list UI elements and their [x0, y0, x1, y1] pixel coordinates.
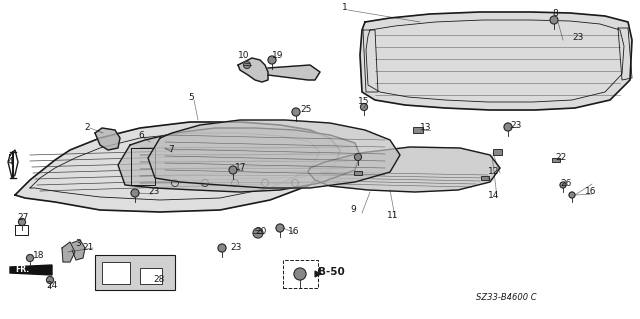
Text: 26: 26 [560, 179, 572, 188]
Polygon shape [72, 240, 85, 260]
Text: 23: 23 [572, 33, 584, 42]
Text: 25: 25 [300, 106, 312, 115]
Polygon shape [360, 12, 632, 110]
Polygon shape [308, 147, 500, 192]
Text: 23: 23 [148, 188, 159, 197]
Circle shape [26, 255, 33, 262]
Text: 2: 2 [84, 123, 90, 132]
FancyBboxPatch shape [283, 260, 318, 288]
Circle shape [19, 219, 26, 226]
Text: 1: 1 [342, 4, 348, 12]
Text: 10: 10 [238, 50, 250, 60]
Text: FR.: FR. [15, 265, 29, 275]
Circle shape [47, 277, 54, 284]
Polygon shape [118, 128, 360, 192]
Text: 8: 8 [552, 10, 557, 19]
Circle shape [360, 103, 367, 110]
Bar [95, 255, 175, 290]
Text: 6: 6 [138, 130, 144, 139]
FancyBboxPatch shape [354, 171, 362, 175]
FancyBboxPatch shape [493, 149, 502, 155]
Text: 22: 22 [555, 152, 566, 161]
Text: 17: 17 [235, 164, 246, 173]
Circle shape [569, 192, 575, 198]
Text: 5: 5 [188, 93, 194, 102]
Polygon shape [10, 265, 52, 275]
Text: 9: 9 [350, 205, 356, 214]
Text: 21: 21 [82, 243, 93, 253]
Text: 24: 24 [46, 280, 57, 290]
Circle shape [253, 228, 263, 238]
Text: 18: 18 [33, 250, 45, 259]
Text: 28: 28 [153, 275, 164, 284]
Polygon shape [268, 65, 320, 80]
Text: SZ33-B4600 C: SZ33-B4600 C [476, 293, 536, 302]
Text: 20: 20 [255, 227, 266, 236]
FancyBboxPatch shape [413, 127, 423, 133]
Text: 4: 4 [8, 158, 13, 167]
Circle shape [294, 268, 306, 280]
Circle shape [218, 244, 226, 252]
Circle shape [243, 62, 250, 69]
Text: 15: 15 [358, 98, 369, 107]
Text: 14: 14 [488, 190, 499, 199]
Bar [140, 268, 162, 284]
Text: 23: 23 [230, 243, 241, 253]
Polygon shape [95, 128, 120, 150]
Text: B-50: B-50 [318, 267, 345, 277]
Circle shape [268, 56, 276, 64]
Circle shape [292, 108, 300, 116]
Circle shape [355, 153, 362, 160]
Circle shape [276, 224, 284, 232]
Polygon shape [62, 242, 75, 262]
Circle shape [131, 189, 139, 197]
Text: 16: 16 [288, 226, 300, 235]
Text: 11: 11 [387, 211, 399, 219]
Polygon shape [148, 120, 400, 188]
Polygon shape [238, 58, 268, 82]
Text: 13: 13 [420, 123, 431, 132]
Text: 23: 23 [510, 121, 522, 130]
Text: 19: 19 [272, 50, 284, 60]
FancyBboxPatch shape [481, 175, 489, 181]
Text: 12: 12 [488, 167, 499, 176]
Circle shape [229, 166, 237, 174]
Text: 27: 27 [17, 213, 28, 222]
Polygon shape [15, 122, 340, 212]
Circle shape [550, 16, 558, 24]
Circle shape [504, 123, 512, 131]
Text: 16: 16 [585, 188, 596, 197]
Text: 7: 7 [168, 145, 173, 154]
FancyBboxPatch shape [552, 158, 560, 162]
Bar [102, 262, 130, 284]
Text: 3: 3 [75, 239, 81, 248]
Circle shape [560, 182, 566, 188]
